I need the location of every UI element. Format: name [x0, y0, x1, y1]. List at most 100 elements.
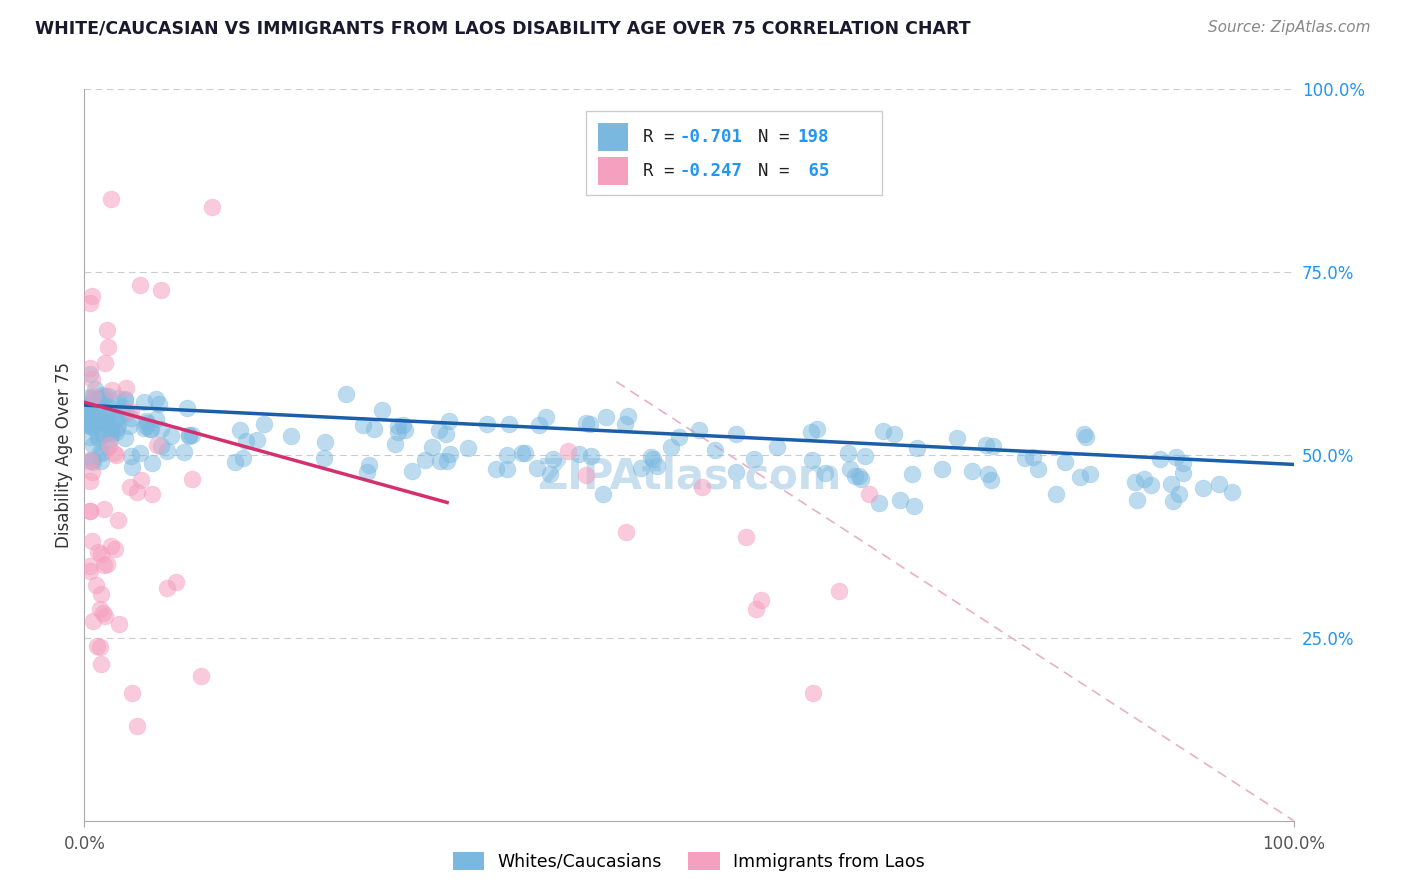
Point [177, 428, 200, 442]
Point [827, 584, 849, 599]
Point [150, 283, 173, 297]
Point [103, 412, 125, 426]
Point [80, 420, 103, 434]
Point [125, 485, 148, 500]
Point [79, 397, 101, 411]
Point [643, 452, 665, 467]
Point [352, 417, 374, 432]
Point [252, 417, 274, 432]
Point [91, 428, 114, 442]
Point [79, 390, 101, 404]
Point [1123, 475, 1146, 489]
Point [117, 418, 139, 433]
Point [176, 401, 198, 416]
Point [180, 472, 202, 486]
Point [617, 409, 640, 423]
Text: -0.247: -0.247 [679, 162, 742, 180]
Point [145, 392, 167, 406]
Point [114, 380, 136, 394]
Point [118, 480, 141, 494]
Point [1164, 450, 1187, 464]
Point [436, 453, 458, 467]
Point [79, 419, 101, 434]
Point [97, 340, 120, 354]
Point [104, 448, 127, 462]
Point [135, 414, 157, 428]
Point [575, 417, 598, 431]
Point [79, 396, 101, 410]
Point [420, 440, 443, 454]
Point [82, 413, 104, 427]
Point [1149, 451, 1171, 466]
Point [96, 409, 118, 423]
Point [394, 423, 416, 437]
Point [128, 278, 150, 293]
FancyBboxPatch shape [586, 112, 883, 195]
Point [387, 425, 409, 440]
Y-axis label: Disability Age Over 75: Disability Age Over 75 [55, 362, 73, 548]
Point [630, 461, 652, 475]
Point [849, 472, 872, 486]
Point [87, 429, 110, 443]
Point [80, 402, 103, 417]
Point [581, 449, 603, 463]
Point [724, 465, 747, 479]
Point [384, 437, 406, 451]
Point [475, 417, 498, 432]
Point [980, 473, 1002, 487]
Point [79, 474, 101, 488]
Point [1026, 461, 1049, 475]
Point [80, 533, 103, 548]
Point [495, 462, 517, 476]
Point [160, 429, 183, 443]
Point [568, 447, 591, 461]
Point [1191, 481, 1213, 495]
Point [82, 453, 104, 467]
Point [129, 473, 152, 487]
Point [413, 453, 436, 467]
Point [134, 421, 156, 435]
Point [129, 446, 152, 460]
Point [765, 440, 787, 454]
Point [108, 617, 131, 632]
Legend: Whites/Caucasians, Immigrants from Laos: Whites/Caucasians, Immigrants from Laos [446, 845, 932, 878]
Point [135, 418, 157, 433]
Point [90, 446, 112, 460]
Point [744, 601, 766, 615]
Point [121, 460, 143, 475]
Point [134, 395, 156, 409]
Point [105, 425, 128, 440]
Point [93, 558, 115, 572]
Point [84, 399, 107, 413]
Point [90, 587, 112, 601]
Point [224, 455, 246, 469]
Point [578, 417, 600, 431]
Point [101, 383, 124, 397]
Point [79, 504, 101, 518]
Point [120, 403, 142, 417]
Point [93, 410, 115, 425]
Point [173, 444, 195, 458]
Point [104, 541, 127, 556]
Point [155, 581, 177, 595]
Point [136, 417, 159, 431]
Text: N =: N = [758, 162, 800, 180]
Point [868, 496, 890, 510]
Point [111, 405, 134, 419]
Point [141, 487, 163, 501]
Point [1014, 451, 1036, 466]
Point [235, 434, 257, 449]
Point [114, 392, 136, 407]
Point [79, 360, 101, 375]
Point [86, 545, 108, 559]
Point [575, 467, 598, 482]
Point [86, 392, 108, 406]
Point [121, 686, 143, 700]
Point [1167, 486, 1189, 500]
Point [114, 432, 136, 446]
Point [858, 487, 880, 501]
Point [120, 449, 142, 463]
Point [111, 400, 134, 414]
Point [837, 446, 859, 460]
Point [401, 463, 423, 477]
